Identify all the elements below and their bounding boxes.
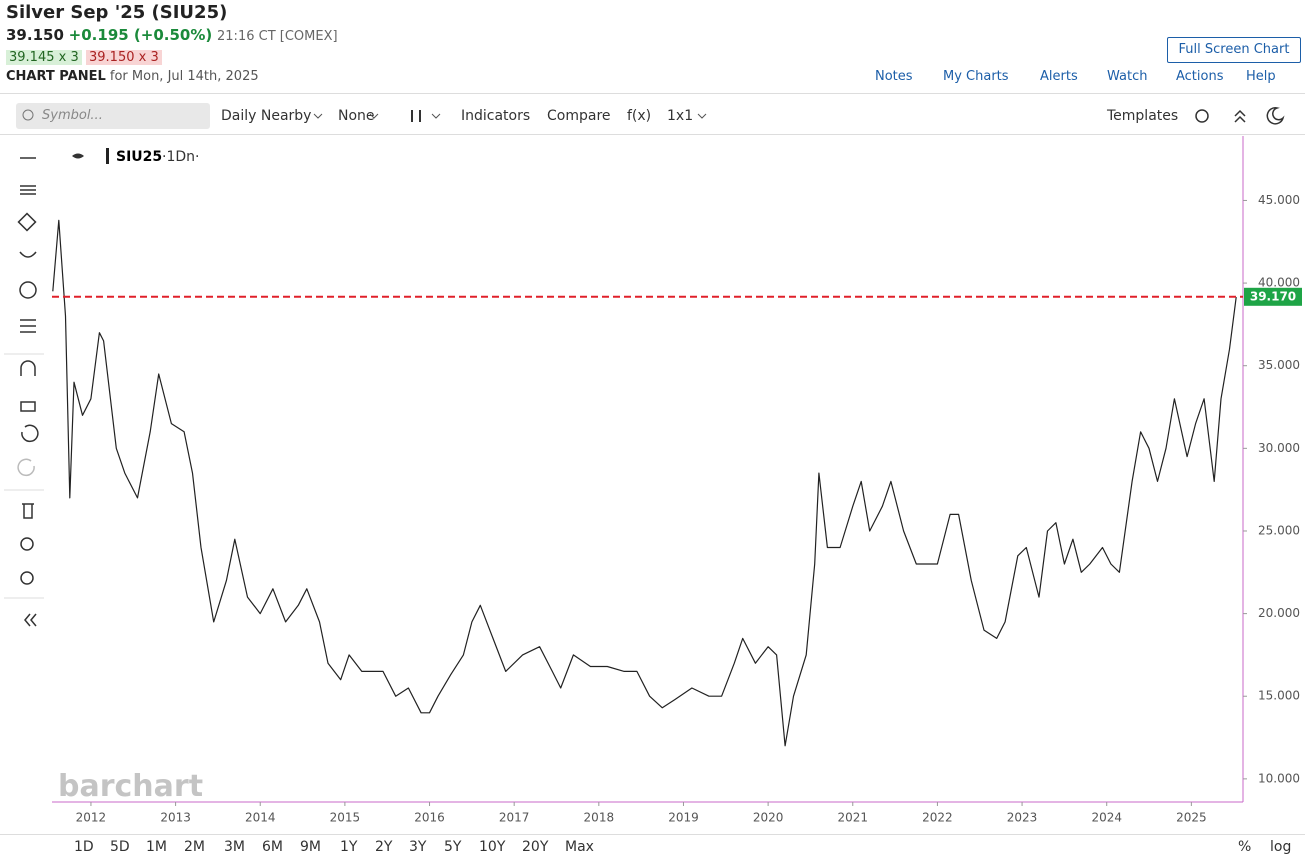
legend-bar [106,148,109,164]
x-tick-label: 2018 [584,811,615,825]
panel: CHART PANEL for Mon, Jul 14th, 2025 [6,69,259,84]
candle-icon[interactable] [411,110,421,122]
x-tick-label: 2015 [330,811,361,825]
range-button[interactable]: 2Y [375,839,393,855]
tool-undo[interactable] [21,424,39,443]
tool-delete[interactable] [22,503,34,519]
x-tick-label: 2023 [1007,811,1038,825]
theme-icon[interactable] [1266,107,1285,125]
tool-lock[interactable] [20,401,36,412]
tool-fib[interactable] [20,185,36,195]
price-line [52,219,1237,747]
x-tick-label: 2020 [753,811,784,825]
eye-icon[interactable] [72,153,84,159]
toolbar-item[interactable]: Indicators [461,108,531,124]
search-icon [22,109,34,121]
bid: 39.145 x 3 [6,50,82,65]
nav-link[interactable]: Watch [1107,69,1148,84]
tool-magnet[interactable] [20,360,36,376]
sidebar-divider [4,353,44,599]
symbol-search[interactable]: Symbol... [16,103,210,129]
range-button[interactable]: 10Y [479,839,506,855]
nav-link[interactable]: Alerts [1040,69,1078,84]
range-button[interactable]: 9M [300,839,321,855]
nav-link[interactable]: Help [1246,69,1276,84]
toolbar-item[interactable]: Daily Nearby [221,108,312,124]
range-button[interactable]: 1Y [340,839,358,855]
templates[interactable]: Templates [1107,108,1179,124]
scale-toggle[interactable]: log [1270,839,1292,855]
range-button[interactable]: Max [565,839,594,855]
range-button[interactable]: 1M [146,839,167,855]
divider [0,134,1305,135]
x-tick-label: 2012 [76,811,107,825]
x-tick-label: 2013 [160,811,191,825]
x-tick-label: 2021 [837,811,868,825]
x-tick-label: 2024 [1091,811,1122,825]
time: 21:16 CT [COMEX] [217,29,338,44]
last-price-box [1244,287,1302,306]
y-tick-label: 30.000 [1258,441,1300,455]
toolbar-item[interactable]: None [338,108,375,124]
tool-shape[interactable] [17,212,37,232]
range-button[interactable]: 2M [184,839,205,855]
toolbar-item[interactable]: Compare [547,108,611,124]
nav-link[interactable]: My Charts [943,69,1009,84]
chevrons [313,113,707,119]
range-button[interactable]: 20Y [522,839,549,855]
tool-measure[interactable] [20,319,36,333]
quote: 39.150 +0.195 (+0.50%) 21:16 CT [COMEX] [6,26,338,44]
price: 39.150 [6,26,64,44]
nav-link[interactable]: Actions [1176,69,1224,84]
chart: SIU25 ·1Dn· barchart 10.000 15.000 20.000 2… [52,136,1302,825]
change: +0.195 (+0.50%) [68,26,213,44]
title: Silver Sep '25 (SIU25) [6,2,228,23]
toolbar-item[interactable]: 1x1 [667,108,694,124]
range-button[interactable]: 6M [262,839,283,855]
tool-zoom-out[interactable] [20,571,34,585]
range-button[interactable]: 5Y [444,839,462,855]
tool-zoom-in[interactable] [20,537,34,551]
divider [0,834,1305,835]
last-price-label: 39.170 [1250,289,1296,303]
range-button[interactable]: 5D [110,839,130,855]
divider [0,93,1305,94]
x-tick-label: 2017 [499,811,530,825]
range-button[interactable]: 3M [224,839,245,855]
range-button[interactable]: 3Y [409,839,427,855]
panel-date: for Mon, Jul 14th, 2025 [109,69,259,84]
scale-toggle[interactable]: % [1238,839,1252,855]
y-tick-label: 25.000 [1258,523,1300,537]
x-tick-label: 2014 [245,811,276,825]
full-screen-button[interactable]: Full Screen Chart [1167,37,1301,63]
tool-curve[interactable] [19,251,37,258]
range-button[interactable]: 1D [74,839,94,855]
tool-collapse[interactable] [24,613,37,627]
watermark: barchart [58,769,203,804]
panel-label: CHART PANEL [6,69,106,84]
toolbar-item[interactable]: f(x) [627,108,652,124]
x-tick-label: 2016 [414,811,445,825]
x-tick-label: 2019 [668,811,699,825]
y-tick-label: 10.000 [1258,771,1300,785]
y-tick-label: 20.000 [1258,606,1300,620]
collapse-icon[interactable] [1234,109,1246,123]
range-bar: 1D 5D 1M 2M 3M 6M 9M 1Y 2Y 3Y 5Y 10Y 20Y Max% log [0,838,1305,860]
settings-icon[interactable] [1195,109,1209,123]
x-tick-label: 2022 [922,811,953,825]
y-tick-label: 15.000 [1258,689,1300,703]
tool-count[interactable] [19,281,37,299]
nav-link[interactable]: Notes [875,69,913,84]
legend-interval: ·1Dn· [162,149,199,165]
ask: 39.150 x 3 [86,50,162,65]
toolbar-icons [22,107,1285,125]
sidebar [4,157,44,627]
y-tick-label: 35.000 [1258,358,1300,372]
x-tick-label: 2025 [1176,811,1207,825]
legend-symbol: SIU25 [116,149,162,165]
tool-redo[interactable] [17,458,35,477]
y-tick-label: 45.000 [1258,193,1300,207]
y-tick-label: 40.000 [1258,276,1300,290]
